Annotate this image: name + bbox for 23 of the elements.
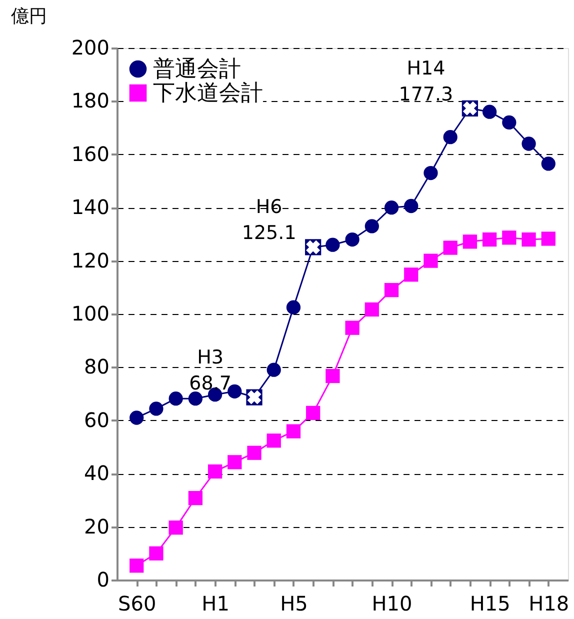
legend-label: 下水道会計	[153, 81, 263, 106]
x-tick-label: H18	[528, 592, 570, 616]
y-tick-label: 80	[84, 354, 110, 379]
legend-label: 普通会計	[153, 57, 241, 82]
x-tick-label: H10	[372, 592, 412, 616]
y-tick-label: 0	[96, 568, 110, 592]
y-tick-label: 60	[84, 408, 110, 432]
y-tick-label: 140	[71, 195, 110, 220]
y-axis-title: 億円	[10, 6, 47, 27]
data-label: H3 68.7	[189, 346, 232, 394]
x-tick-label: S60	[118, 592, 156, 616]
y-tick-label: 120	[71, 248, 110, 272]
data-label: H14 177.3	[398, 57, 454, 106]
y-tick-label: 160	[71, 142, 110, 166]
y-tick-label: 40	[84, 461, 110, 486]
x-tick-label: H1	[202, 592, 230, 616]
y-tick-label: 20	[84, 514, 110, 538]
y-tick-label: 200	[71, 36, 110, 60]
x-tick-label: H5	[280, 592, 308, 616]
data-label: H6 125.1	[242, 196, 296, 244]
y-tick-label: 180	[71, 88, 110, 113]
x-tick-label: H15	[470, 592, 510, 616]
y-tick-label: 100	[71, 302, 110, 326]
